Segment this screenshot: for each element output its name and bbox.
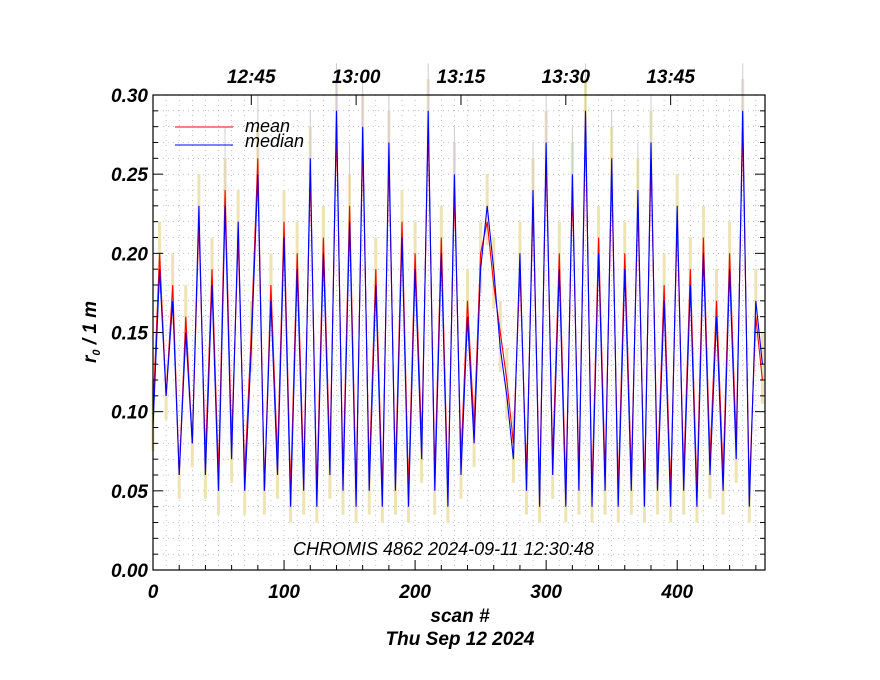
series-line-median — [152, 110, 763, 507]
y-tick-label: 0.05 — [111, 482, 148, 503]
chart-annotation: CHROMIS 4862 2024-09-11 12:30:48 — [293, 539, 594, 559]
y-tick-label: 0.10 — [111, 403, 148, 424]
y-tick-label: 0.25 — [111, 165, 148, 186]
legend-median-label: median — [245, 131, 304, 151]
x-tick-label: 200 — [398, 582, 431, 603]
y-tick-label: 0.00 — [111, 561, 148, 582]
x-tick-label: 0 — [148, 582, 159, 603]
legend-mean-label: mean — [245, 116, 290, 136]
x-tick-label: 100 — [268, 582, 300, 603]
legend: mean median — [175, 116, 304, 151]
top-time-label: 12:45 — [227, 67, 276, 88]
top-time-label: 13:45 — [646, 67, 695, 88]
y-tick-label: 0.30 — [111, 86, 148, 107]
y-tick-label: 0.20 — [111, 244, 148, 265]
y-axis-title-subscript: 0 — [91, 349, 103, 356]
series-layer — [152, 110, 763, 507]
top-time-label: 13:00 — [332, 67, 381, 88]
top-time-label: 13:15 — [437, 67, 486, 88]
y-axis-title-main: r — [80, 354, 101, 363]
y-tick-label: 0.15 — [111, 324, 148, 345]
date-label: Thu Sep 12 2024 — [386, 629, 535, 650]
y-axis-title-rest: / 1 m — [80, 301, 101, 350]
x-tick-label: 300 — [530, 582, 562, 603]
y-axis-title: r0 / 1 m — [80, 301, 103, 363]
x-tick-label: 400 — [660, 582, 693, 603]
top-time-label: 13:30 — [542, 67, 591, 88]
x-axis-title: scan # — [430, 606, 490, 627]
ticks-layer: 0 100 200 300 400 0.00 0.05 0.10 0.15 0.20 0.25 0.3… — [111, 67, 765, 603]
